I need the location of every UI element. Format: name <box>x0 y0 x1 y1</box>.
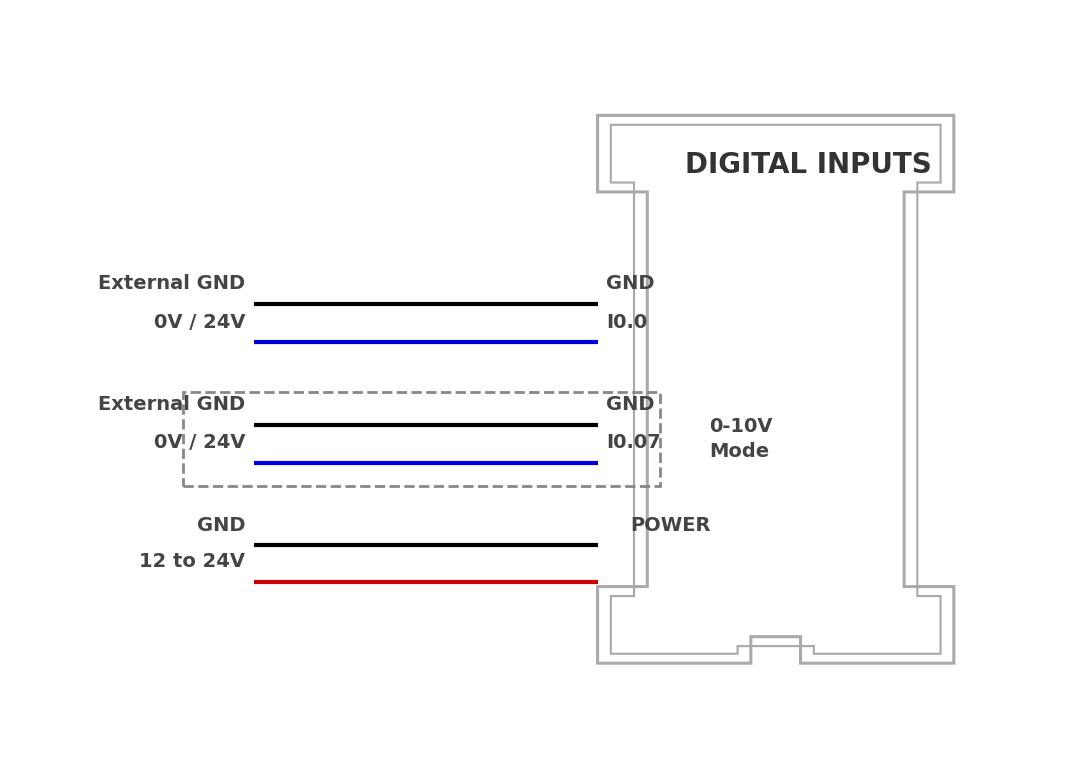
Text: I0.07: I0.07 <box>606 433 661 452</box>
Text: 0V / 24V: 0V / 24V <box>154 313 246 331</box>
Text: GND: GND <box>606 275 654 293</box>
Text: 0-10V
Mode: 0-10V Mode <box>710 418 773 461</box>
Text: DIGITAL INPUTS: DIGITAL INPUTS <box>685 151 932 180</box>
Text: 12 to 24V: 12 to 24V <box>139 552 246 571</box>
Text: External GND: External GND <box>98 395 246 414</box>
Text: 0V / 24V: 0V / 24V <box>154 433 246 452</box>
Text: I0.0: I0.0 <box>606 313 647 331</box>
Text: POWER: POWER <box>631 516 711 535</box>
Text: GND: GND <box>606 395 654 414</box>
Text: External GND: External GND <box>98 275 246 293</box>
Text: GND: GND <box>197 516 246 535</box>
